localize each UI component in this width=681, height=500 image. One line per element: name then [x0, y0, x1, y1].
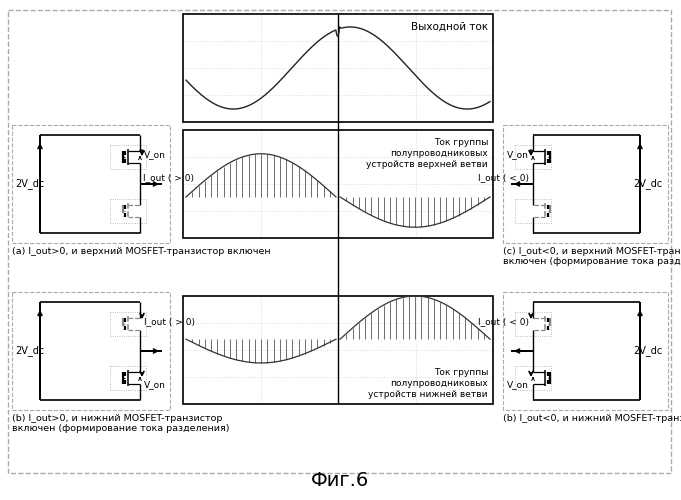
Text: I_out ( > 0): I_out ( > 0): [143, 173, 194, 182]
Text: Ток группы
полупроводниковых
устройств верхней ветви: Ток группы полупроводниковых устройств в…: [366, 138, 488, 169]
Text: 2V_dc: 2V_dc: [15, 178, 44, 190]
Text: 2V_dc: 2V_dc: [634, 346, 663, 356]
Text: I_out ( > 0): I_out ( > 0): [144, 318, 195, 326]
Text: 2V_dc: 2V_dc: [634, 178, 663, 190]
Text: Фиг.6: Фиг.6: [311, 471, 370, 490]
Text: (c) I_out<0, и верхний MOSFET-транзистор
включен (формирование тока разделения): (c) I_out<0, и верхний MOSFET-транзистор…: [503, 247, 681, 266]
Text: V_on: V_on: [144, 380, 166, 389]
Text: Ток группы
полупроводниковых
устройств нижней ветви: Ток группы полупроводниковых устройств н…: [368, 368, 488, 399]
Text: 2V_dc: 2V_dc: [15, 346, 44, 356]
Text: (b) I_out<0, и нижний MOSFET-транзистор включен: (b) I_out<0, и нижний MOSFET-транзистор …: [503, 414, 681, 423]
Text: Выходной ток: Выходной ток: [411, 22, 488, 32]
Text: (a) I_out>0, и верхний MOSFET-транзистор включен: (a) I_out>0, и верхний MOSFET-транзистор…: [12, 247, 270, 256]
Text: V_on: V_on: [144, 150, 166, 160]
Text: I_out ( < 0): I_out ( < 0): [478, 173, 529, 182]
Text: I_out ( < 0): I_out ( < 0): [478, 318, 529, 326]
Text: V_on: V_on: [507, 380, 529, 389]
Text: V_on: V_on: [507, 150, 529, 160]
Text: (b) I_out>0, и нижний MOSFET-транзистор
включен (формирование тока разделения): (b) I_out>0, и нижний MOSFET-транзистор …: [12, 414, 229, 434]
